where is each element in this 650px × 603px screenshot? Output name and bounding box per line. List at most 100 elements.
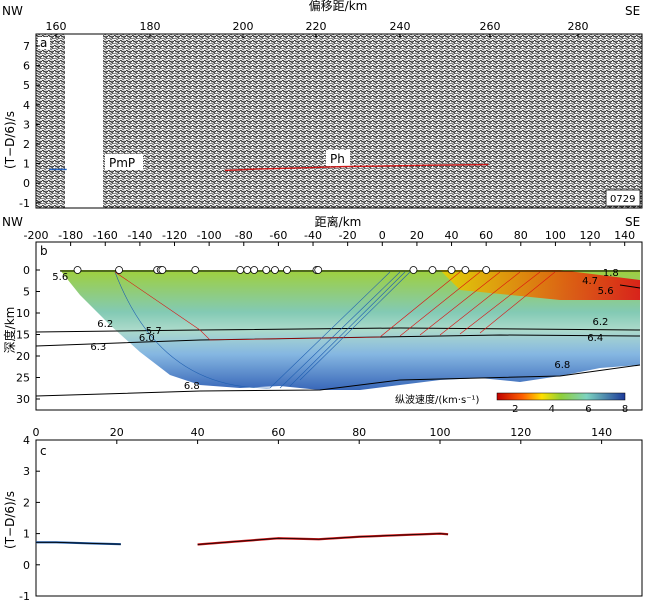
panel-b-nw: NW — [2, 215, 23, 229]
panel-a-y-label: (T−D/6)/s — [3, 111, 17, 169]
boundary-62 — [35, 327, 641, 333]
panel-b-x-tick: 120 — [580, 229, 601, 242]
panel-b-y-tick: 0 — [23, 264, 30, 277]
station-marker — [428, 266, 437, 274]
panel-a: a NW SE 偏移距/km 160 180 200 220 240 260 280 765… — [2, 0, 643, 210]
colorbar-tick: 8 — [622, 404, 628, 415]
panel-a-x-tick: 200 — [233, 20, 254, 33]
panel-b-y-tick: 25 — [16, 372, 30, 385]
panel-c-frame — [35, 439, 643, 597]
panel-b-x-tick: -60 — [269, 229, 287, 242]
panel-c-y-tick: 1 — [23, 528, 30, 541]
panel-b-x-tick: -160 — [93, 229, 118, 242]
velocity-label: 1.8 — [603, 268, 619, 279]
panel-c-y-tick: 4 — [23, 434, 30, 447]
velocity-model — [60, 270, 640, 390]
colorbar-tick: 6 — [585, 404, 591, 415]
station-marker — [262, 266, 271, 274]
panel-a-y-ticks: 7 6 5 4 3 2 1 0 -1 — [19, 40, 40, 210]
station-marker — [73, 266, 82, 274]
pick-line-ph — [224, 163, 489, 172]
panel-a-y-tick: 0 — [23, 177, 30, 190]
panel-c-y-label: (T−D/6)/s — [3, 491, 17, 549]
station-marker — [243, 266, 252, 274]
panel-c-x-tick: 140 — [591, 426, 612, 439]
panel-a-y-tick: 1 — [23, 158, 30, 171]
panel-b-y-tick: 10 — [16, 307, 30, 320]
panel-b-x-tick: -180 — [58, 229, 83, 242]
station-marker — [191, 266, 200, 274]
panel-b-y-tick: 15 — [16, 329, 30, 342]
velocity-label: 5.7 — [146, 326, 162, 337]
velocity-label: 6.2 — [592, 317, 608, 328]
ph-label: Ph — [330, 152, 345, 166]
panel-b-x-tick: 20 — [410, 229, 424, 242]
moho — [35, 364, 641, 397]
colorbar-title: 纵波速度/(km·s⁻¹) — [395, 393, 479, 406]
velocity-label: 6.8 — [554, 360, 570, 371]
panel-a-y-tick: 4 — [23, 99, 30, 112]
panel-c-x-tick: 60 — [271, 426, 285, 439]
panel-letter-bg — [38, 37, 50, 49]
velocity-label: 5.6 — [598, 286, 614, 297]
station-marker — [409, 266, 418, 274]
stations — [73, 266, 491, 274]
panel-a-axis-title: 偏移距/km — [309, 0, 368, 13]
panel-a-y-tick: 3 — [23, 118, 30, 131]
panel-b-axis-title: 距离/km — [315, 214, 362, 229]
station-marker — [447, 266, 456, 274]
rays-blue — [114, 271, 411, 389]
panel-a-y-tick: 7 — [23, 40, 30, 53]
panel-b-x-tick: 100 — [545, 229, 566, 242]
panel-c-x-tick: 0 — [33, 426, 40, 439]
colorbar — [496, 392, 626, 401]
panel-a-picks — [49, 163, 489, 172]
calculated-times-1 — [36, 541, 121, 545]
panel-c-x-tick: 40 — [191, 426, 205, 439]
panel-b-x-tick: -20 — [339, 229, 357, 242]
station-box — [605, 189, 641, 207]
panel-b-x-tick: -200 — [24, 229, 49, 242]
station-marker — [236, 266, 245, 274]
panel-a-letter: a — [40, 36, 47, 50]
panel-a-nw: NW — [2, 4, 23, 18]
panel-a-x-tick: 220 — [306, 20, 327, 33]
panel-a-x-ticks: 160 180 200 220 240 260 280 — [46, 20, 589, 38]
panel-c-y-tick: -1 — [19, 590, 30, 603]
panel-b-x-tick: 80 — [514, 229, 528, 242]
panel-a-y-tick: 6 — [23, 60, 30, 73]
panel-b-y-label: 深度/km — [2, 307, 17, 354]
panel-b-x-tick: -140 — [127, 229, 152, 242]
velocity-label: 6.2 — [97, 319, 113, 330]
rays-red — [114, 271, 556, 341]
panel-b-x-tick: 140 — [614, 229, 635, 242]
panel-b-y-tick: 30 — [16, 393, 30, 406]
panel-a-x-tick: 280 — [568, 20, 589, 33]
panel-b-x-tick: 40 — [445, 229, 459, 242]
station-marker — [283, 266, 291, 274]
velocity-label: 5.6 — [52, 272, 68, 283]
velocity-label: 6.3 — [90, 342, 106, 353]
panel-c-y-tick: 2 — [23, 496, 30, 509]
velocity-label: 6.8 — [184, 381, 200, 392]
panel-a-y-tick: 5 — [23, 79, 30, 92]
velocity-label: 4.7 — [582, 276, 598, 287]
station-marker — [314, 266, 323, 274]
panel-c-y-tick: 0 — [23, 559, 30, 572]
panel-b-x-ticks: -200 -180 -160 -140 -120 -100 -80 -60 -40 -20 0 20 4… — [24, 229, 635, 246]
data-gap — [65, 34, 103, 208]
panel-a-x-tick: 180 — [140, 20, 161, 33]
station-marker — [461, 266, 470, 274]
panel-b-x-tick: -120 — [162, 229, 187, 242]
panel-b-x-tick: 60 — [479, 229, 493, 242]
shallow-low-velocity — [440, 270, 640, 300]
colorbar-tick: 4 — [549, 404, 555, 415]
panel-a-x-tick: 260 — [480, 20, 501, 33]
panel-a-x-tick: 160 — [46, 20, 67, 33]
seismic-record — [35, 33, 643, 209]
station-label: 0729 — [610, 194, 635, 205]
panel-c-x-ticks: 0 20 40 60 80 100 120 140 — [33, 426, 612, 444]
ph-label-bg — [326, 150, 350, 166]
panel-c-x-tick: 120 — [510, 426, 531, 439]
